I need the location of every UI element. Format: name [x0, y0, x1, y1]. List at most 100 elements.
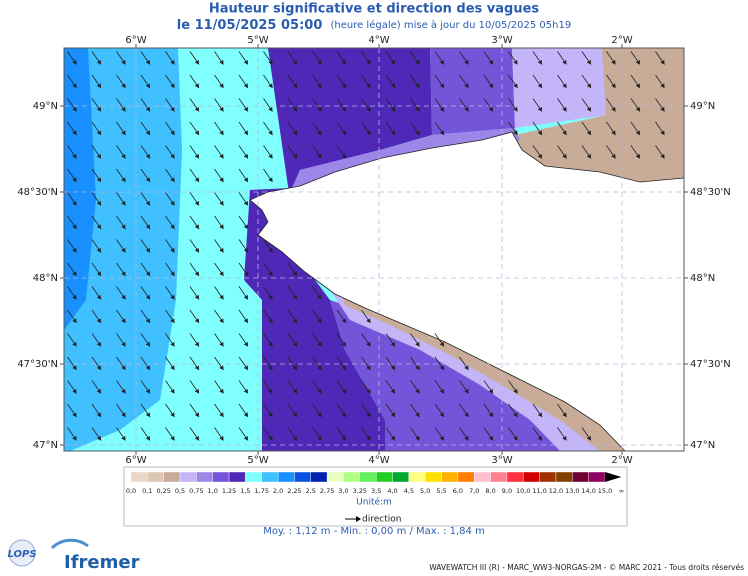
lon-label-bottom: 5°W: [247, 455, 268, 466]
wave-arrow-head: [96, 318, 101, 323]
wave-arrow-head: [72, 435, 77, 441]
wave-arrow-head: [96, 271, 101, 276]
wave-arrow-head: [464, 412, 469, 417]
wave-arrow-head: [562, 412, 567, 417]
wave-arrow-head: [72, 153, 77, 159]
scale-swatch: [474, 471, 491, 483]
wave-arrow-head: [268, 294, 273, 300]
wave-arrow-head: [488, 435, 493, 441]
lon-label-bottom: 4°W: [368, 455, 389, 466]
lat-label-left: 49°N: [33, 101, 58, 112]
wave-arrow-head: [121, 341, 126, 347]
wave-arrow-head: [341, 341, 346, 347]
wave-arrow-head: [341, 59, 346, 65]
wave-arrow-head: [513, 130, 518, 135]
wave-arrow-head: [513, 435, 518, 441]
wave-arrow-head: [194, 106, 199, 112]
wave-arrow-head: [611, 130, 616, 135]
wave-arrow-head: [317, 318, 322, 323]
scale-label: 2,25: [287, 487, 301, 495]
wave-arrow-head: [121, 365, 126, 370]
wave-arrow-head: [439, 83, 444, 88]
wave-arrow-head: [194, 435, 199, 441]
wave-arrow-head: [145, 271, 150, 276]
legend-unit: Unité:m: [356, 497, 392, 508]
lon-label-top: 4°W: [368, 35, 389, 46]
wave-arrow-head: [537, 83, 542, 88]
wave-arrow-head: [513, 412, 518, 417]
wave-arrow-head: [586, 153, 591, 159]
wave-arrow-head: [145, 106, 150, 112]
wave-arrow-head: [366, 83, 371, 88]
wave-arrow-head: [145, 247, 150, 253]
wave-arrow-head: [243, 435, 248, 441]
wave-arrow-head: [219, 83, 224, 88]
scale-swatch: [147, 471, 164, 483]
wave-arrow-head: [317, 412, 322, 417]
scale-arrow: [605, 472, 622, 482]
scale-label: 2,0: [273, 487, 283, 495]
ifremer-logo: Ifremer: [64, 552, 140, 573]
lon-label-top: 2°W: [611, 35, 632, 46]
lops-logo-circle: [8, 539, 36, 567]
ifremer-logo-wave: [50, 538, 89, 550]
scale-label: 2,75: [320, 487, 334, 495]
wave-arrow-head: [96, 130, 101, 135]
wave-arrow-head: [96, 59, 101, 65]
wave-arrow-head: [72, 294, 77, 300]
scale-label: 0,75: [189, 487, 203, 495]
wave-arrow-head: [366, 106, 371, 112]
scale-label: 11,0: [532, 487, 546, 495]
wave-arrow-head: [145, 412, 150, 417]
scale-swatch: [130, 471, 148, 483]
scale-label: 8,0: [485, 487, 495, 495]
wave-arrow-head: [243, 177, 248, 182]
wave-arrow-head: [170, 388, 175, 394]
scale-label: 12,0: [549, 487, 563, 495]
scale-swatch: [196, 471, 213, 483]
wave-arrow-head: [268, 318, 273, 323]
sea-lavender: [512, 48, 606, 128]
wave-arrow-head: [366, 341, 371, 347]
wave-arrow-head: [562, 83, 567, 88]
wave-arrow-head: [72, 412, 77, 417]
wave-arrow-head: [268, 435, 273, 441]
wave-arrow-head: [170, 294, 175, 300]
wave-arrow-head: [366, 130, 371, 135]
wave-arrow-head: [660, 83, 665, 88]
wave-arrow-head: [513, 106, 518, 112]
wave-arrow-head: [219, 341, 224, 347]
lat-label-left: 47°30'N: [17, 359, 58, 370]
scale-swatch: [506, 471, 524, 483]
wave-arrow-head: [317, 106, 322, 112]
wave-arrow-head: [390, 365, 395, 370]
wave-arrow-head: [96, 177, 101, 182]
wave-arrow-head: [121, 294, 126, 300]
wave-arrow-head: [121, 388, 126, 394]
wave-arrow-head: [390, 83, 395, 88]
wave-arrow-head: [170, 130, 175, 135]
date-note: (heure légale) mise à jour du 10/05/2025…: [330, 19, 571, 31]
wave-arrow-head: [415, 412, 420, 417]
land: [249, 131, 684, 451]
wave-arrow-head: [121, 177, 126, 182]
scale-swatch: [212, 471, 230, 483]
wave-arrow-head: [341, 412, 346, 417]
wave-arrow-head: [635, 130, 640, 135]
wave-arrow-head: [219, 412, 224, 417]
wave-arrow-head: [194, 294, 199, 300]
wave-arrow-head: [243, 153, 248, 159]
wave-arrow-head: [488, 106, 493, 112]
wave-arrow-head: [537, 412, 542, 417]
wave-arrow-head: [611, 59, 616, 65]
lon-label-top: 3°W: [491, 35, 512, 46]
wave-arrow-head: [145, 153, 150, 159]
wave-arrow-head: [96, 412, 101, 417]
wave-arrow-head: [96, 200, 101, 206]
wave-arrow-head: [121, 247, 126, 253]
wave-arrow-head: [366, 435, 371, 441]
wave-arrow-head: [660, 130, 665, 135]
wave-arrow-head: [268, 177, 273, 182]
wave-arrow-head: [415, 388, 420, 394]
